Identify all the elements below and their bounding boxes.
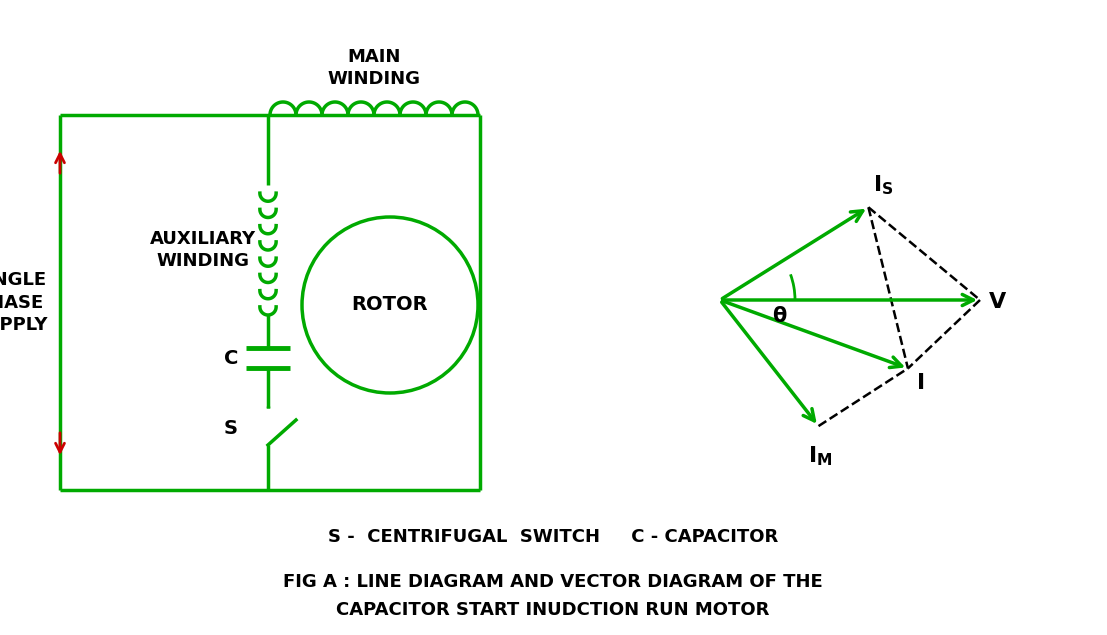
Text: $\mathbf{I_M}$: $\mathbf{I_M}$ — [808, 444, 832, 468]
Text: MAIN
WINDING: MAIN WINDING — [328, 48, 421, 88]
Text: C: C — [224, 349, 238, 368]
Text: $\mathbf{I_S}$: $\mathbf{I_S}$ — [873, 173, 894, 197]
Text: ROTOR: ROTOR — [352, 295, 428, 314]
Text: CAPACITOR START INUDCTION RUN MOTOR: CAPACITOR START INUDCTION RUN MOTOR — [337, 601, 769, 619]
Text: $\mathbf{I}$: $\mathbf{I}$ — [915, 373, 924, 394]
Text: S -  CENTRIFUGAL  SWITCH     C - CAPACITOR: S - CENTRIFUGAL SWITCH C - CAPACITOR — [328, 528, 778, 546]
Text: S: S — [224, 419, 238, 438]
Text: $\mathbf{\theta}$: $\mathbf{\theta}$ — [772, 306, 787, 326]
Text: AUXILIARY
WINDING: AUXILIARY WINDING — [149, 230, 256, 270]
Text: $\mathbf{V}$: $\mathbf{V}$ — [989, 292, 1007, 312]
Text: SINGLE
PHASE
SUPPLY: SINGLE PHASE SUPPLY — [0, 271, 48, 334]
Text: FIG A : LINE DIAGRAM AND VECTOR DIAGRAM OF THE: FIG A : LINE DIAGRAM AND VECTOR DIAGRAM … — [283, 573, 823, 591]
